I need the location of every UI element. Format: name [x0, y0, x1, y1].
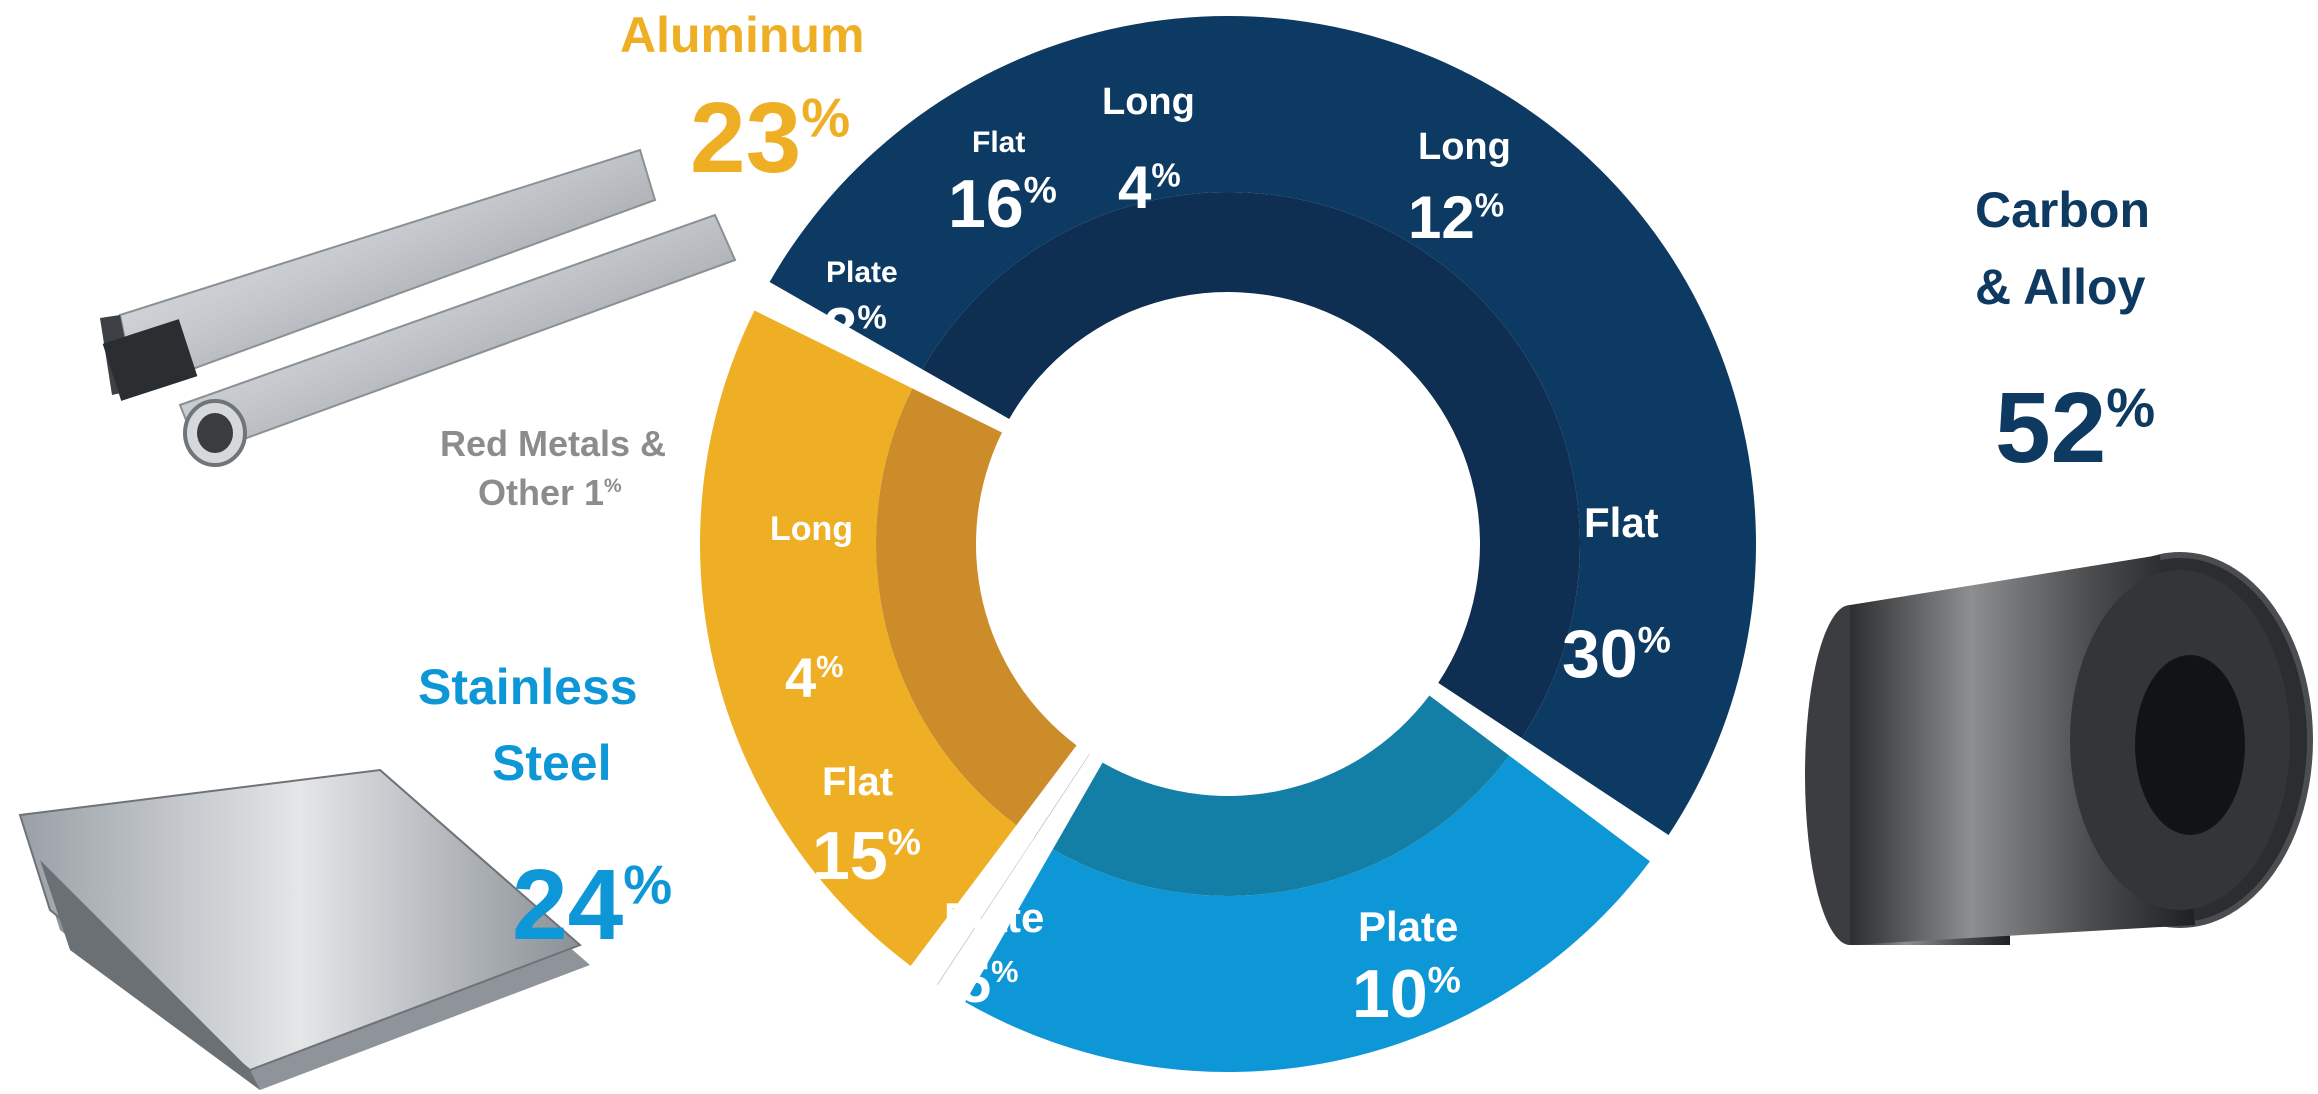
aluminum-plate-value: 3% [824, 296, 887, 363]
aluminum-long-label: Long [1102, 81, 1195, 123]
donut-rings [699, 16, 1756, 1072]
stainless-percent: 24% [512, 849, 673, 961]
carbon-title-line1: Carbon [1975, 182, 2150, 238]
carbon-percent: 52% [1995, 372, 2156, 484]
red-metals-label-line1: Red Metals & [440, 423, 667, 464]
carbon-long-label: Long [1418, 126, 1511, 168]
stainless-steel-outer-arc [965, 755, 1650, 1072]
aluminum-inner-arc [876, 388, 1077, 826]
aluminum-flat-value: 16% [948, 166, 1057, 242]
red-metals-other-inner-arc [1033, 754, 1090, 839]
stainless-flat-value: 15% [812, 818, 921, 894]
carbon-alloy-inner-arc [922, 192, 1580, 739]
stainless-plate-value: 5% [960, 951, 1019, 1014]
red-metals-label-line2: Other 1% [478, 472, 622, 513]
carbon-alloy-outer-arc [769, 16, 1756, 836]
carbon-flat-label: Flat [1584, 499, 1659, 546]
carbon-long-value: 12% [1408, 184, 1505, 251]
aluminum-plate-label: Plate [826, 256, 898, 289]
stainless-flat-label: Flat [822, 760, 894, 804]
aluminum-long-value: 4% [1118, 154, 1181, 221]
stainless-long-value: 4% [785, 646, 844, 709]
carbon-plate-label: Plate [1358, 903, 1459, 950]
red-metals-other-outer-arc [936, 837, 1035, 986]
stainless-steel-inner-arc [1052, 695, 1510, 896]
stainless-sheets-photo [18, 768, 590, 1090]
aluminum-percent: 23% [690, 82, 851, 194]
carbon-title-line2: & Alloy [1975, 259, 2146, 315]
aluminum-outer-arc [699, 310, 1017, 966]
aluminum-tubes-photo [100, 148, 737, 467]
stainless-plate-label: Plate [944, 894, 1045, 941]
carbon-flat-value: 30% [1562, 616, 1671, 692]
stainless-long-label: Long [770, 510, 854, 548]
stainless-title-line2: Steel [492, 735, 612, 791]
steel-coil-photo [1805, 552, 2313, 945]
stainless-title-line1: Stainless [418, 659, 638, 715]
carbon-plate-value: 10% [1352, 956, 1461, 1032]
aluminum-title: Aluminum [620, 7, 865, 63]
aluminum-flat-label: Flat [972, 126, 1026, 159]
